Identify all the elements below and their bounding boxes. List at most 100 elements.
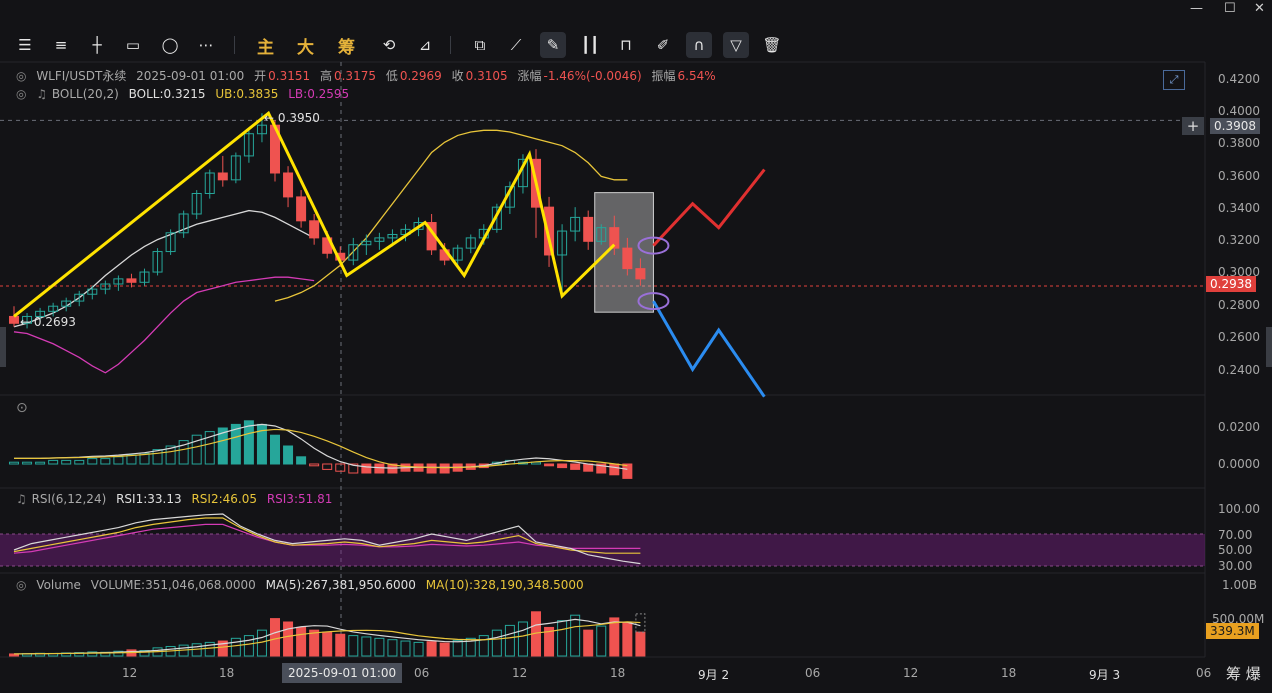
rsi-bell-icon[interactable]: ♫: [16, 492, 27, 506]
volume-ma5-line: [13, 618, 641, 655]
low-label: 低: [385, 69, 398, 83]
breakout-up-marker: [637, 236, 670, 255]
macd-bar: [374, 463, 385, 474]
ma5-value: MA(5):267,381,950.6000: [265, 578, 416, 592]
macd-bar: [9, 461, 19, 465]
candle-body: [139, 271, 150, 283]
toolbar-divider: [450, 36, 451, 54]
volume-bar: [635, 631, 646, 657]
macd-bar: [243, 420, 254, 465]
candle-body: [557, 230, 568, 256]
macd-bar: [178, 440, 189, 465]
macd-dea-line: [14, 428, 628, 469]
measure-icon[interactable]: ⊿: [418, 36, 432, 54]
macd-expand[interactable]: ⊙: [16, 400, 28, 416]
macd-dif-line: [14, 423, 628, 470]
time-tick: 06: [1196, 666, 1212, 680]
macd-bar: [557, 463, 568, 469]
copy-icon[interactable]: ⧉: [474, 36, 486, 54]
maximize-button[interactable]: ☐: [1224, 1, 1236, 16]
rectangle-icon[interactable]: ▭: [125, 36, 141, 54]
volume-bar: [609, 617, 620, 657]
time-tick: 12: [512, 666, 528, 680]
eye-icon[interactable]: ◎: [16, 69, 27, 83]
forecast-up-path: [652, 168, 766, 247]
candle-body: [9, 315, 19, 324]
magnet-icon[interactable]: ∩: [686, 32, 712, 58]
time-tick: 12: [122, 666, 138, 680]
fullscreen-icon[interactable]: ⤢: [1163, 70, 1185, 90]
change-value: -1.46%(-0.0046): [543, 69, 642, 83]
crosshair-time-tag: 2025-09-01 01:00: [282, 663, 403, 683]
macd-bar: [596, 463, 607, 474]
volume-bar: [557, 620, 568, 657]
price-tick: 0.3400: [1218, 201, 1260, 215]
right-scroll-handle[interactable]: [1266, 327, 1272, 367]
rsi-name: RSI(6,12,24): [31, 492, 107, 506]
lines-icon[interactable]: ≡: [54, 36, 68, 54]
candle-body: [570, 216, 581, 232]
close-button[interactable]: ✕: [1254, 1, 1265, 16]
boll-eye-icon[interactable]: ◎: [16, 87, 27, 101]
bell-icon[interactable]: ♫: [36, 87, 48, 101]
candle-body: [296, 196, 307, 222]
refresh-draw-icon[interactable]: ⟲: [382, 36, 396, 54]
crosshair-icon[interactable]: ┼: [92, 36, 102, 54]
ellipse-icon[interactable]: ◯: [161, 36, 179, 54]
volume-bar: [413, 641, 424, 657]
boll-middle-line: [13, 209, 315, 328]
volume-bar: [204, 641, 215, 657]
volume-bar: [139, 650, 150, 657]
macd-bar: [100, 458, 111, 465]
big-order-button[interactable]: 大: [297, 38, 314, 58]
boll-ub-value: UB:0.3835: [215, 87, 279, 101]
vol-eye-icon[interactable]: ◎: [16, 578, 27, 592]
high-marker: ← 0.3950: [264, 111, 320, 125]
volume-name: Volume: [36, 578, 81, 592]
time-tick: 18: [610, 666, 626, 680]
ruler-icon[interactable]: ⟋: [510, 36, 522, 54]
price-tick: 0.4000: [1218, 104, 1260, 118]
candles-icon[interactable]: ┃┃: [580, 36, 600, 54]
edit-icon[interactable]: ✐: [656, 36, 670, 54]
time-tick: 9月 3: [1089, 668, 1121, 682]
volume-bar: [335, 633, 346, 657]
price-tick: 0.3000: [1218, 265, 1260, 279]
more-icon[interactable]: ⋯: [198, 36, 214, 54]
add-alert-button[interactable]: +: [1182, 117, 1204, 135]
candle-body: [635, 268, 646, 280]
filter-icon[interactable]: ▽: [723, 32, 749, 58]
volume-bar: [374, 637, 385, 657]
volume-bar: [622, 621, 633, 657]
trash-icon[interactable]: 🗑: [762, 36, 782, 54]
rsi2-line: [13, 517, 641, 554]
volume-pending-bar: [635, 613, 646, 633]
rsi1-line: [13, 513, 641, 565]
candle-body: [622, 247, 633, 270]
time-tick: 18: [1001, 666, 1017, 680]
corner-buttons[interactable]: 筹 爆: [1226, 665, 1261, 683]
macd-bar: [544, 463, 555, 467]
boll-mid-value: BOLL:0.3215: [128, 87, 206, 101]
price-tick: 0.3200: [1218, 233, 1260, 247]
main-force-button[interactable]: 主: [257, 38, 274, 58]
pen-icon[interactable]: ✎: [540, 32, 566, 58]
time-tick: 18: [219, 666, 235, 680]
chips-button[interactable]: 筹: [338, 38, 355, 58]
macd-bar: [74, 459, 85, 465]
ohlc-legend: ◎ WLFI/USDT永续 2025-09-01 01:00 开 0.3151 高…: [16, 67, 722, 84]
candle-body: [178, 213, 189, 234]
macd-bar: [622, 463, 633, 479]
lock-icon[interactable]: ⊓: [620, 36, 632, 54]
macd-bar: [152, 449, 163, 465]
volume-ma10-line: [13, 621, 641, 655]
minimize-button[interactable]: —: [1190, 1, 1203, 16]
macd-bar: [426, 463, 437, 474]
ma10-value: MA(10):328,190,348.5000: [425, 578, 584, 592]
macd-bar: [583, 463, 594, 472]
menu-icon[interactable]: ☰: [18, 36, 32, 54]
left-scroll-handle[interactable]: [0, 327, 6, 367]
crosshair-price-tag: 0.3908: [1210, 118, 1260, 134]
